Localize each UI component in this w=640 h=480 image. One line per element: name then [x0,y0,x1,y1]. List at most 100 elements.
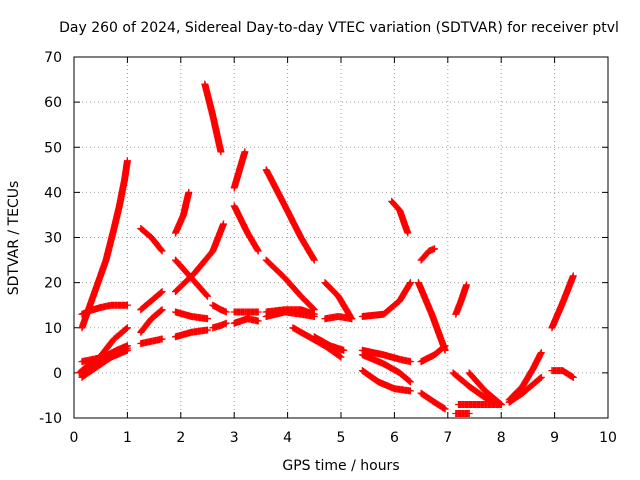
series-arc-26 [262,308,318,320]
data-point-plus [172,256,211,300]
data-point-plus [137,306,166,336]
data-point-plus [358,367,414,395]
data-point-plus [75,342,131,377]
data-point-plus [358,351,414,386]
series-arc-15 [172,326,211,341]
series-arc-35 [388,197,412,237]
series-arc-33 [358,351,414,386]
data-point-plus [388,197,412,237]
data-point-plus [209,319,230,332]
x-tick-label: 7 [443,430,452,446]
series-arc-38 [417,342,449,366]
series-arc-31 [358,279,414,320]
series-arc-16 [201,80,225,156]
data-point-plus [137,288,166,314]
data-point-plus [358,346,414,366]
series-arc-39 [417,389,449,413]
x-tick-label: 5 [337,430,346,446]
data-point-plus [452,410,473,417]
data-point-plus [505,373,545,406]
data-point-plus [417,342,449,366]
y-tick-label: 30 [44,231,62,247]
series-arc-28 [310,333,348,354]
series-arc-09 [137,306,166,336]
data-point-plus [172,220,227,296]
y-tick-label: 40 [44,185,62,201]
y-tick-label: 60 [44,95,62,111]
series-arc-23 [262,166,318,264]
data-point-plus [172,308,211,323]
y-tick-labels: -10 0 10 20 30 40 50 60 70 [39,50,62,427]
data-point-plus [465,369,505,408]
series-arc-44 [465,369,505,408]
series-arc-24 [262,256,318,314]
data-point-plus [262,256,318,314]
data-point-plus [548,367,577,381]
y-tick-label: 50 [44,140,62,156]
x-tick-labels: 0 1 2 3 4 5 6 7 8 9 10 [70,430,617,446]
series-arc-47 [548,272,577,332]
x-tick-label: 9 [550,430,559,446]
data-point-plus [262,166,318,264]
data-marks [75,80,577,417]
data-point-plus [230,202,262,255]
chart-title: Day 260 of 2024, Sidereal Day-to-day VTE… [59,20,619,36]
data-point-plus [414,279,449,354]
x-tick-label: 2 [176,430,185,446]
series-arc-17 [209,301,230,316]
data-point-plus [230,148,249,192]
data-point-plus [201,80,225,156]
data-point-plus [548,272,577,332]
series-arc-08 [137,288,166,314]
y-tick-label: 70 [44,50,62,66]
y-tick-label: 0 [53,366,62,382]
data-point-plus [310,333,348,354]
data-point-plus [230,315,262,327]
data-point-plus [81,346,131,379]
axis-ticks [73,56,609,419]
y-axis-label: SDTVAR / TECUs [6,181,22,296]
data-point-plus [321,313,356,323]
x-tick-label: 4 [283,430,292,446]
series-arc-05 [75,342,131,377]
series-arc-02 [78,157,131,332]
grid-lines [74,57,608,418]
data-point-plus [417,245,438,264]
x-tick-label: 8 [497,430,506,446]
series-arc-06 [81,346,131,379]
data-point-plus [358,279,414,320]
series-arc-34 [358,367,414,395]
x-tick-label: 10 [599,430,617,446]
series-arc-40 [452,281,470,318]
series-arc-20 [230,202,262,255]
series-arc-30 [321,313,356,323]
series-arc-18 [209,319,230,332]
series-arc-46 [505,373,545,406]
data-point-plus [230,308,262,316]
x-axis-label: GPS time / hours [282,458,399,474]
x-tick-label: 6 [390,430,399,446]
series-arc-19 [230,148,249,192]
x-tick-label: 0 [70,430,79,446]
series-arc-22 [230,308,262,316]
series-arc-21 [230,315,262,327]
x-tick-label: 1 [123,430,132,446]
series-arc-07 [137,225,166,255]
series-arc-43 [452,410,473,417]
series-arc-13 [172,256,211,300]
x-tick-label: 3 [230,430,239,446]
series-arc-32 [358,346,414,366]
data-point-plus [172,326,211,341]
series-arc-36 [414,279,449,354]
data-point-plus [137,225,166,255]
y-tick-label: 10 [44,321,62,337]
series-arc-11 [172,188,193,237]
data-point-plus [289,324,345,361]
y-tick-label: -10 [39,411,62,427]
series-arc-27 [289,324,345,361]
series-arc-37 [417,245,438,264]
data-point-plus [452,281,470,318]
series-arc-14 [172,308,211,323]
series-arc-48 [548,367,577,381]
